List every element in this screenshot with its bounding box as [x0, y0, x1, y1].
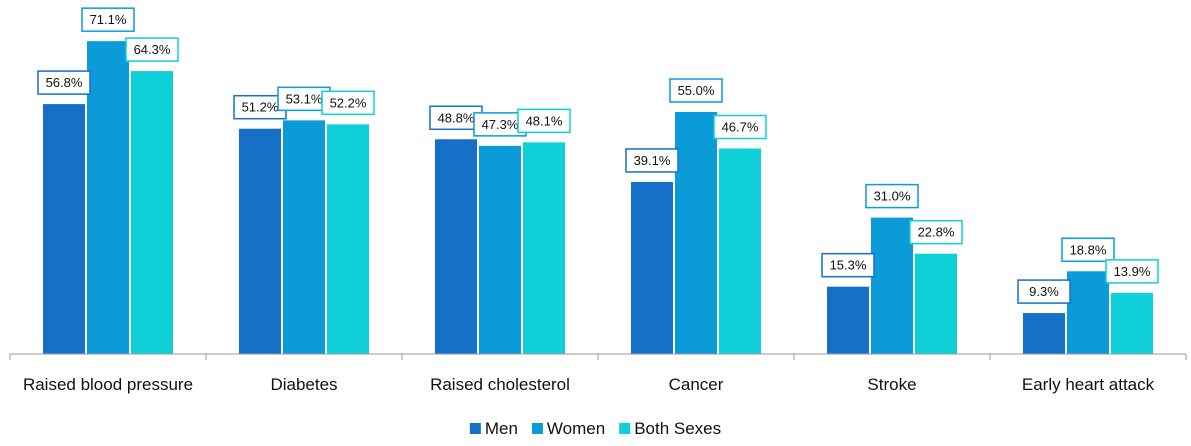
legend: Men Women Both Sexes — [469, 419, 721, 438]
legend-label-both-sexes: Both Sexes — [634, 419, 721, 438]
x-tick-label-early-heart-attack: Early heart attack — [1022, 375, 1155, 394]
bars-layer — [43, 41, 1153, 354]
x-tick-label-raised-cholesterol: Raised cholesterol — [430, 375, 570, 394]
legend-item-men: Men — [469, 419, 518, 438]
legend-swatch-women — [531, 423, 543, 434]
data-label-box — [669, 78, 723, 103]
data-label-box — [1017, 279, 1071, 304]
data-label-men-cancer: 39.1% — [625, 148, 679, 173]
data-label-box — [909, 219, 963, 245]
data-label-women-cancer: 55.0% — [669, 78, 723, 103]
data-label-text: 18.8% — [1070, 242, 1107, 257]
data-label-box — [713, 114, 767, 140]
bar-men-early-heart-attack — [1023, 313, 1065, 354]
data-label-text: 53.1% — [286, 91, 323, 106]
x-tick-label-stroke: Stroke — [867, 375, 916, 394]
data-label-box — [821, 252, 875, 278]
data-label-women-stroke: 31.0% — [865, 183, 919, 209]
data-label-text: 56.8% — [46, 75, 83, 90]
bar-women-diabetes — [283, 120, 325, 354]
bar-women-early-heart-attack — [1067, 271, 1109, 354]
data-label-both-sexes-diabetes: 52.2% — [321, 90, 375, 116]
legend-swatch-both-sexes — [619, 423, 631, 434]
data-label-text: 15.3% — [830, 258, 867, 273]
data-label-men-raised-blood-pressure: 56.8% — [37, 70, 91, 95]
x-axis: Raised blood pressure Diabetes Raised chol… — [9, 353, 1187, 394]
data-label-both-sexes-early-heart-attack: 13.9% — [1105, 259, 1159, 284]
bar-both-sexes-diabetes — [327, 124, 369, 354]
data-label-text: 47.3% — [482, 117, 519, 132]
data-label-men-raised-cholesterol: 48.8% — [429, 105, 483, 131]
bar-women-cancer — [675, 112, 717, 354]
bar-men-diabetes — [239, 128, 281, 354]
legend-item-women: Women — [531, 419, 605, 438]
legend-swatch-men — [469, 423, 481, 434]
x-tick-label-raised-blood-pressure: Raised blood pressure — [23, 375, 193, 394]
data-label-box — [81, 7, 135, 32]
bar-women-stroke — [871, 217, 913, 354]
bar-both-sexes-raised-cholesterol — [523, 142, 565, 354]
data-label-men-diabetes: 51.2% — [233, 94, 287, 120]
bar-both-sexes-stroke — [915, 253, 957, 354]
data-label-box — [321, 90, 375, 116]
bar-men-stroke — [827, 286, 869, 354]
data-label-text: 71.1% — [90, 12, 127, 27]
data-label-men-stroke: 15.3% — [821, 252, 875, 278]
data-label-text: 46.7% — [722, 120, 759, 135]
data-label-text: 55.0% — [678, 83, 715, 98]
bar-both-sexes-cancer — [719, 148, 761, 354]
data-label-text: 39.1% — [634, 153, 671, 168]
legend-item-both-sexes: Both Sexes — [619, 419, 721, 438]
data-label-women-diabetes: 53.1% — [277, 86, 331, 112]
data-label-box — [125, 37, 179, 62]
data-label-both-sexes-raised-blood-pressure: 64.3% — [125, 37, 179, 62]
data-label-text: 48.8% — [438, 110, 475, 125]
data-label-women-raised-blood-pressure: 71.1% — [81, 7, 135, 32]
data-label-text: 52.2% — [330, 95, 367, 110]
bar-men-raised-cholesterol — [435, 139, 477, 354]
data-label-both-sexes-stroke: 22.8% — [909, 219, 963, 245]
x-tick-label-diabetes: Diabetes — [270, 375, 337, 394]
data-label-text: 22.8% — [918, 225, 955, 240]
data-label-box — [1061, 237, 1115, 263]
data-label-text: 64.3% — [134, 42, 171, 57]
bar-both-sexes-raised-blood-pressure — [131, 71, 173, 354]
data-label-box — [625, 148, 679, 173]
data-label-box — [865, 183, 919, 209]
data-label-box — [1105, 259, 1159, 284]
bar-men-cancer — [631, 181, 673, 354]
data-label-women-raised-cholesterol: 47.3% — [473, 112, 527, 137]
bar-men-raised-blood-pressure — [43, 104, 85, 354]
data-label-box — [517, 108, 571, 134]
legend-label-women: Women — [547, 419, 605, 438]
bar-women-raised-blood-pressure — [87, 41, 129, 354]
data-label-text: 48.1% — [526, 113, 563, 128]
data-label-men-early-heart-attack: 9.3% — [1017, 279, 1071, 304]
data-label-text: 31.0% — [874, 189, 911, 204]
data-label-text: 51.2% — [242, 100, 279, 115]
data-label-women-early-heart-attack: 18.8% — [1061, 237, 1115, 263]
bar-women-raised-cholesterol — [479, 145, 521, 354]
x-tick-label-cancer: Cancer — [669, 375, 724, 394]
data-labels-layer: 56.8% 71.1% 64.3% 51.2% 53.1% 52.2% 48.8% 47.3%… — [37, 7, 1159, 304]
legend-label-men: Men — [485, 419, 518, 438]
data-label-box — [37, 70, 91, 95]
data-label-text: 9.3% — [1029, 284, 1059, 299]
data-label-both-sexes-raised-cholesterol: 48.1% — [517, 108, 571, 134]
data-label-both-sexes-cancer: 46.7% — [713, 114, 767, 140]
bar-both-sexes-early-heart-attack — [1111, 292, 1153, 354]
data-label-text: 13.9% — [1114, 264, 1151, 279]
